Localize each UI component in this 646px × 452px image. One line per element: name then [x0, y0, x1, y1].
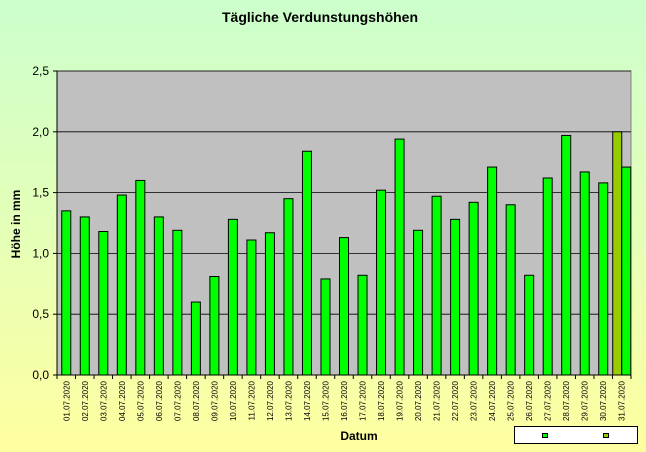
y-axis-ticks: 0,0 0,5 1,0 1,5 2,0 2,5 — [32, 64, 58, 382]
x-tick-label: 18.07.2020 — [377, 380, 386, 421]
legend-entry-2 — [603, 432, 610, 438]
x-tick-label: 29.07.2020 — [581, 380, 590, 421]
x-tick-label: 02.07.2020 — [81, 380, 90, 421]
bar — [450, 218, 461, 376]
x-tick-label: 30.07.2020 — [599, 380, 608, 421]
x-tick-label: 08.07.2020 — [192, 380, 201, 421]
bar — [264, 232, 275, 376]
bar — [79, 216, 90, 376]
bar — [431, 195, 442, 376]
bar — [621, 166, 632, 376]
x-tick-label: 23.07.2020 — [470, 380, 479, 421]
bar — [172, 229, 183, 376]
x-tick-label: 24.07.2020 — [488, 380, 497, 421]
bar — [98, 231, 109, 376]
bar — [561, 134, 572, 376]
bar — [227, 218, 238, 376]
x-tick-label: 12.07.2020 — [266, 380, 275, 421]
x-tick-label: 26.07.2020 — [525, 380, 534, 421]
x-tick-label: 27.07.2020 — [544, 380, 553, 421]
x-tick-label: 28.07.2020 — [562, 380, 571, 421]
x-tick-label: 10.07.2020 — [229, 380, 238, 421]
bar — [505, 204, 516, 376]
x-tick-label: 19.07.2020 — [396, 380, 405, 421]
bar — [283, 198, 294, 376]
bar — [598, 182, 609, 376]
bar — [357, 274, 368, 376]
y-tick-label: 1,0 — [32, 246, 49, 260]
bar — [116, 194, 127, 376]
x-tick-label: 06.07.2020 — [155, 380, 164, 421]
x-tick-label: 07.07.2020 — [173, 380, 182, 421]
y-tick-label: 0,5 — [32, 307, 49, 321]
bar — [468, 201, 479, 376]
x-tick-label: 16.07.2020 — [340, 380, 349, 421]
bar-extra — [612, 131, 623, 376]
bars — [61, 131, 632, 376]
x-tick-label: 03.07.2020 — [99, 380, 108, 421]
bar — [153, 216, 164, 376]
y-axis-label: Höhe in mm — [9, 190, 23, 259]
bar — [394, 138, 405, 376]
x-tick-label: 20.07.2020 — [414, 380, 423, 421]
bar — [376, 189, 387, 376]
bar — [339, 237, 349, 376]
bar — [246, 239, 257, 376]
x-axis-label: Datum — [340, 429, 377, 443]
x-tick-label: 13.07.2020 — [284, 380, 293, 421]
x-tick-label: 15.07.2020 — [321, 380, 330, 421]
bar — [524, 274, 535, 376]
legend-swatch-2 — [603, 432, 609, 438]
bar — [413, 229, 424, 376]
x-axis-ticks: 01.07.2020 02.07.2020 03.07.2020 04.07.2020… — [56, 374, 632, 421]
y-tick-label: 2,0 — [32, 125, 49, 139]
x-tick-label: 01.07.2020 — [62, 380, 71, 421]
x-tick-label: 09.07.2020 — [210, 380, 219, 421]
x-tick-label: 21.07.2020 — [433, 380, 442, 421]
y-tick-label: 1,5 — [32, 186, 49, 200]
x-tick-label: 25.07.2020 — [507, 380, 516, 421]
y-tick-label: 2,5 — [32, 64, 49, 78]
legend-entry-1 — [542, 432, 549, 438]
bar — [320, 278, 331, 376]
bar — [61, 210, 72, 376]
x-tick-label: 11.07.2020 — [247, 380, 256, 420]
bar — [301, 150, 312, 376]
x-tick-label: 14.07.2020 — [303, 380, 312, 421]
y-tick-label: 0,0 — [32, 368, 49, 382]
legend — [514, 426, 638, 444]
bar — [135, 179, 146, 376]
chart-title: Tägliche Verdunstungshöhen — [222, 9, 418, 25]
x-tick-label: 22.07.2020 — [451, 380, 460, 421]
x-tick-label: 17.07.2020 — [359, 380, 368, 421]
bar — [487, 166, 498, 376]
legend-swatch-1 — [542, 432, 548, 438]
x-tick-label: 05.07.2020 — [136, 380, 145, 421]
bar — [579, 171, 590, 376]
bar — [542, 177, 553, 376]
bar — [190, 301, 201, 376]
bar — [209, 276, 220, 376]
x-tick-label: 04.07.2020 — [118, 380, 127, 421]
x-tick-label: 31.07.2020 — [618, 380, 627, 421]
